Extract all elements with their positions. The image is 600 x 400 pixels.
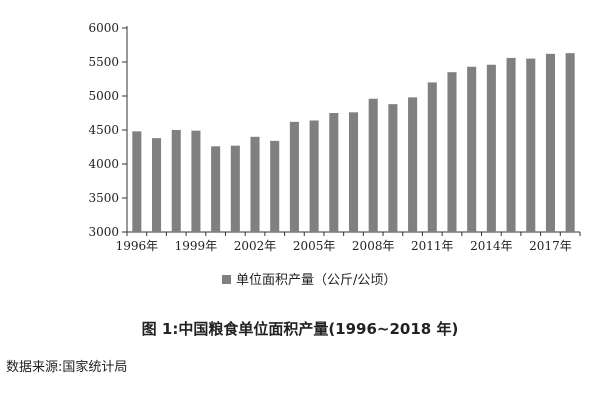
bar-2009年 (388, 104, 398, 232)
data-source-note: 数据来源:国家统计局 (6, 360, 128, 375)
bar-2016年 (526, 58, 536, 232)
bar-2011年 (427, 82, 437, 233)
bar-2003年 (270, 140, 280, 232)
x-tick-label: 1999年 (175, 239, 218, 253)
bar-2006年 (329, 113, 339, 232)
bar-1996年 (132, 131, 142, 232)
y-tick-label: 3000 (88, 225, 119, 239)
bar-2018年 (565, 53, 575, 232)
y-axis: 3000 3500 4000 4500 5000 5500 6000 (88, 21, 128, 239)
x-tick-label: 2008年 (352, 239, 395, 253)
bar-1999年 (191, 130, 201, 232)
bar-2004年 (289, 121, 299, 232)
bars (132, 53, 575, 233)
bar-2015年 (506, 57, 516, 232)
bar-2001年 (230, 145, 240, 232)
bar-2014年 (486, 64, 496, 232)
chart-caption: 图 1:中国粮食单位面积产量(1996~2018 年) (141, 320, 459, 338)
bar-1997年 (152, 138, 162, 232)
y-tick-label: 3500 (88, 191, 119, 205)
legend-label: 单位面积产量（公斤/公顷） (236, 273, 396, 288)
x-tick-label: 2002年 (234, 239, 277, 253)
bar-1998年 (171, 130, 181, 232)
x-tick-label: 2017年 (529, 239, 572, 253)
bar-2013年 (467, 66, 477, 232)
bar-2002年 (250, 136, 260, 232)
y-tick-label: 6000 (88, 21, 119, 35)
bar-2017年 (545, 53, 555, 233)
bar-2012年 (447, 72, 457, 232)
bar-2000年 (211, 146, 221, 232)
y-tick-label: 5000 (88, 89, 119, 103)
bar-2007年 (348, 112, 359, 232)
x-tick-label: 2014年 (470, 239, 513, 253)
y-tick-label: 4500 (88, 123, 119, 137)
y-tick-label: 4000 (88, 157, 119, 171)
legend: 单位面积产量（公斤/公顷） (222, 273, 396, 288)
x-tick-label: 2005年 (293, 239, 336, 253)
legend-swatch (222, 275, 231, 284)
bar-2010年 (408, 97, 418, 232)
x-tick-label: 2011年 (411, 239, 454, 253)
x-axis: 1996年 1999年 2002年 2005年 2008年 2011年 2014年 2017年 (116, 231, 581, 253)
bar-chart: 3000 3500 4000 4500 5000 5500 6000 1996年 1999年 2… (88, 21, 581, 288)
y-tick-label: 5500 (88, 55, 119, 69)
bar-2005年 (309, 120, 319, 232)
bar-2008年 (368, 98, 378, 232)
x-tick-label: 1996年 (116, 239, 159, 253)
